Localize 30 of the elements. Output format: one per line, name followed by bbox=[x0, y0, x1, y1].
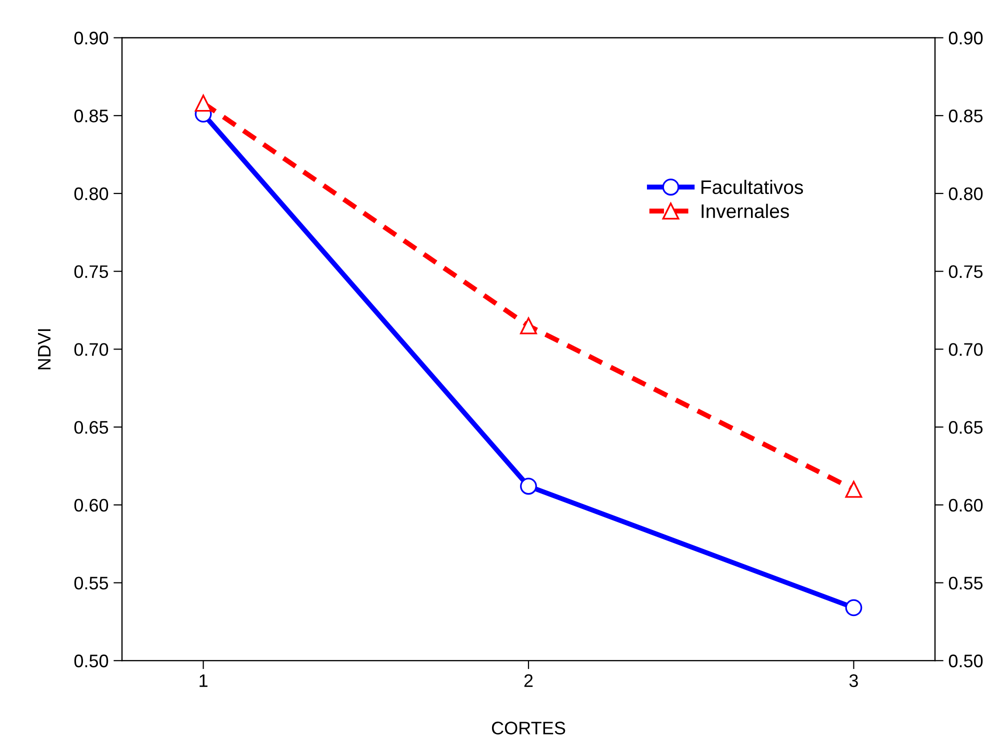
y2-tick-label: 0.50 bbox=[948, 654, 983, 668]
point bbox=[845, 480, 862, 498]
y-axis-title: NDVI bbox=[38, 329, 50, 370]
y2-tick-label: 0.70 bbox=[948, 343, 983, 356]
y2-tick-label: 0.80 bbox=[948, 187, 983, 200]
y-tick-label: 0.75 bbox=[74, 265, 108, 278]
y-tick-label: 0.60 bbox=[74, 498, 108, 512]
point bbox=[194, 94, 212, 112]
x-tick-label: 1 bbox=[200, 674, 208, 687]
x-axis-title: CORTES bbox=[492, 722, 566, 734]
y-tick-label: 0.80 bbox=[74, 187, 108, 200]
y-tick-label: 0.55 bbox=[74, 576, 108, 590]
legend-label: Facultativos bbox=[702, 180, 803, 194]
y2-tick-label: 0.65 bbox=[948, 420, 983, 434]
y2-tick-label: 0.60 bbox=[948, 498, 983, 512]
y-tick-label: 0.70 bbox=[74, 343, 108, 356]
y2-tick-label: 0.90 bbox=[948, 32, 983, 44]
y-tick-label: 0.90 bbox=[74, 32, 108, 44]
y2-tick-label: 0.75 bbox=[948, 265, 983, 278]
y-tick-label: 0.85 bbox=[74, 110, 108, 122]
y2-tick-label: 0.55 bbox=[948, 576, 983, 590]
point bbox=[520, 478, 537, 495]
y-tick-label: 0.50 bbox=[74, 654, 108, 668]
legend-label: Invernales bbox=[702, 204, 789, 218]
y2-tick-label: 0.85 bbox=[948, 110, 983, 122]
point bbox=[845, 599, 862, 616]
x-tick-label: 3 bbox=[849, 674, 858, 688]
y-tick-label: 0.65 bbox=[74, 420, 108, 434]
x-tick-label: 2 bbox=[524, 674, 533, 687]
point bbox=[520, 317, 537, 334]
